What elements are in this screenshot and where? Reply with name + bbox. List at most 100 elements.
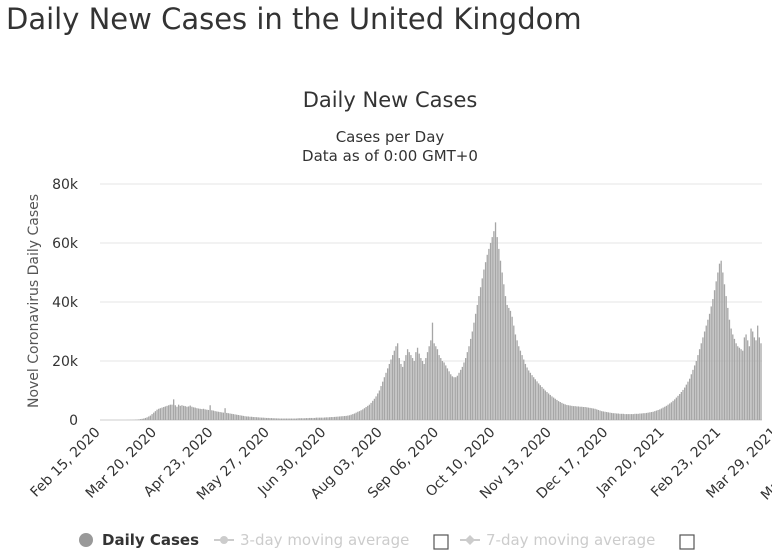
bar[interactable] bbox=[194, 407, 196, 420]
bar[interactable] bbox=[358, 411, 361, 420]
bar[interactable] bbox=[556, 399, 558, 420]
bar[interactable] bbox=[644, 413, 646, 420]
bar[interactable] bbox=[257, 417, 259, 420]
bar[interactable] bbox=[229, 413, 231, 420]
bar[interactable] bbox=[743, 337, 746, 420]
bar[interactable] bbox=[752, 331, 754, 421]
bar[interactable] bbox=[362, 409, 364, 420]
bar[interactable] bbox=[571, 405, 573, 420]
bar[interactable] bbox=[234, 414, 236, 420]
bar[interactable] bbox=[602, 411, 605, 420]
bar[interactable] bbox=[728, 319, 731, 420]
bar[interactable] bbox=[353, 413, 356, 420]
bar[interactable] bbox=[280, 418, 283, 420]
bar[interactable] bbox=[499, 260, 502, 420]
bar[interactable] bbox=[524, 363, 527, 420]
bar[interactable] bbox=[177, 404, 180, 420]
bar[interactable] bbox=[657, 409, 659, 420]
bar[interactable] bbox=[443, 362, 445, 420]
bar[interactable] bbox=[224, 408, 226, 420]
bar[interactable] bbox=[606, 412, 608, 420]
bar[interactable] bbox=[528, 370, 530, 420]
bar[interactable] bbox=[202, 408, 205, 420]
bar[interactable] bbox=[262, 417, 264, 420]
bar[interactable] bbox=[542, 388, 545, 420]
bar[interactable] bbox=[405, 355, 407, 420]
bar[interactable] bbox=[285, 418, 288, 420]
bar[interactable] bbox=[401, 366, 404, 420]
bar[interactable] bbox=[456, 375, 459, 420]
bar[interactable] bbox=[562, 403, 565, 420]
bar[interactable] bbox=[660, 408, 663, 421]
bar[interactable] bbox=[425, 358, 427, 420]
bar[interactable] bbox=[659, 409, 661, 420]
bar[interactable] bbox=[314, 417, 316, 420]
bar[interactable] bbox=[435, 346, 437, 420]
bar[interactable] bbox=[574, 406, 576, 420]
checkbox-3-day-average[interactable] bbox=[433, 534, 449, 550]
bar[interactable] bbox=[730, 328, 732, 420]
bar[interactable] bbox=[221, 412, 223, 420]
bar[interactable] bbox=[622, 413, 624, 420]
bar[interactable] bbox=[166, 405, 168, 420]
bar[interactable] bbox=[471, 331, 473, 421]
bar[interactable] bbox=[269, 418, 271, 420]
bar[interactable] bbox=[577, 406, 580, 420]
bar[interactable] bbox=[647, 412, 649, 421]
bar[interactable] bbox=[413, 361, 415, 420]
bar[interactable] bbox=[576, 406, 578, 420]
bar[interactable] bbox=[458, 372, 460, 420]
bar[interactable] bbox=[552, 397, 555, 420]
bar[interactable] bbox=[388, 363, 390, 420]
bar[interactable] bbox=[549, 394, 551, 420]
bar[interactable] bbox=[566, 404, 568, 420]
bar[interactable] bbox=[526, 367, 528, 420]
bar[interactable] bbox=[554, 398, 556, 420]
bar[interactable] bbox=[207, 409, 210, 420]
bar[interactable] bbox=[168, 405, 170, 420]
bar[interactable] bbox=[513, 325, 515, 420]
bar[interactable] bbox=[630, 414, 633, 420]
bar[interactable] bbox=[693, 365, 696, 420]
bar[interactable] bbox=[667, 404, 669, 420]
bar[interactable] bbox=[680, 391, 683, 420]
bar[interactable] bbox=[536, 381, 538, 420]
bar[interactable] bbox=[506, 304, 508, 420]
bar[interactable] bbox=[320, 417, 322, 420]
bar[interactable] bbox=[222, 412, 225, 421]
bar[interactable] bbox=[538, 383, 540, 420]
bar[interactable] bbox=[151, 414, 153, 420]
bar[interactable] bbox=[710, 306, 712, 420]
bar[interactable] bbox=[319, 417, 321, 420]
bar[interactable] bbox=[416, 347, 419, 420]
bar[interactable] bbox=[139, 419, 142, 420]
bar[interactable] bbox=[567, 405, 570, 420]
bar[interactable] bbox=[634, 413, 636, 420]
bar[interactable] bbox=[742, 350, 744, 420]
bar[interactable] bbox=[465, 358, 467, 420]
bar[interactable] bbox=[282, 418, 284, 420]
bar[interactable] bbox=[156, 409, 158, 420]
bar[interactable] bbox=[191, 406, 193, 420]
bar[interactable] bbox=[310, 417, 313, 420]
bar[interactable] bbox=[267, 417, 269, 420]
bar[interactable] bbox=[163, 407, 165, 420]
bar[interactable] bbox=[491, 237, 493, 420]
bar[interactable] bbox=[745, 334, 747, 420]
bar[interactable] bbox=[501, 272, 503, 421]
bar[interactable] bbox=[516, 340, 518, 420]
bar[interactable] bbox=[737, 346, 739, 420]
bar[interactable] bbox=[604, 411, 606, 420]
bar[interactable] bbox=[327, 417, 329, 420]
bar[interactable] bbox=[438, 355, 440, 420]
bar[interactable] bbox=[312, 417, 314, 420]
bar[interactable] bbox=[494, 222, 497, 420]
bar[interactable] bbox=[385, 372, 387, 420]
bar[interactable] bbox=[654, 411, 656, 420]
bar[interactable] bbox=[323, 417, 326, 420]
bar[interactable] bbox=[181, 405, 183, 420]
bar[interactable] bbox=[738, 347, 741, 420]
bar[interactable] bbox=[378, 390, 381, 421]
bar[interactable] bbox=[469, 338, 472, 421]
bar[interactable] bbox=[189, 405, 191, 420]
